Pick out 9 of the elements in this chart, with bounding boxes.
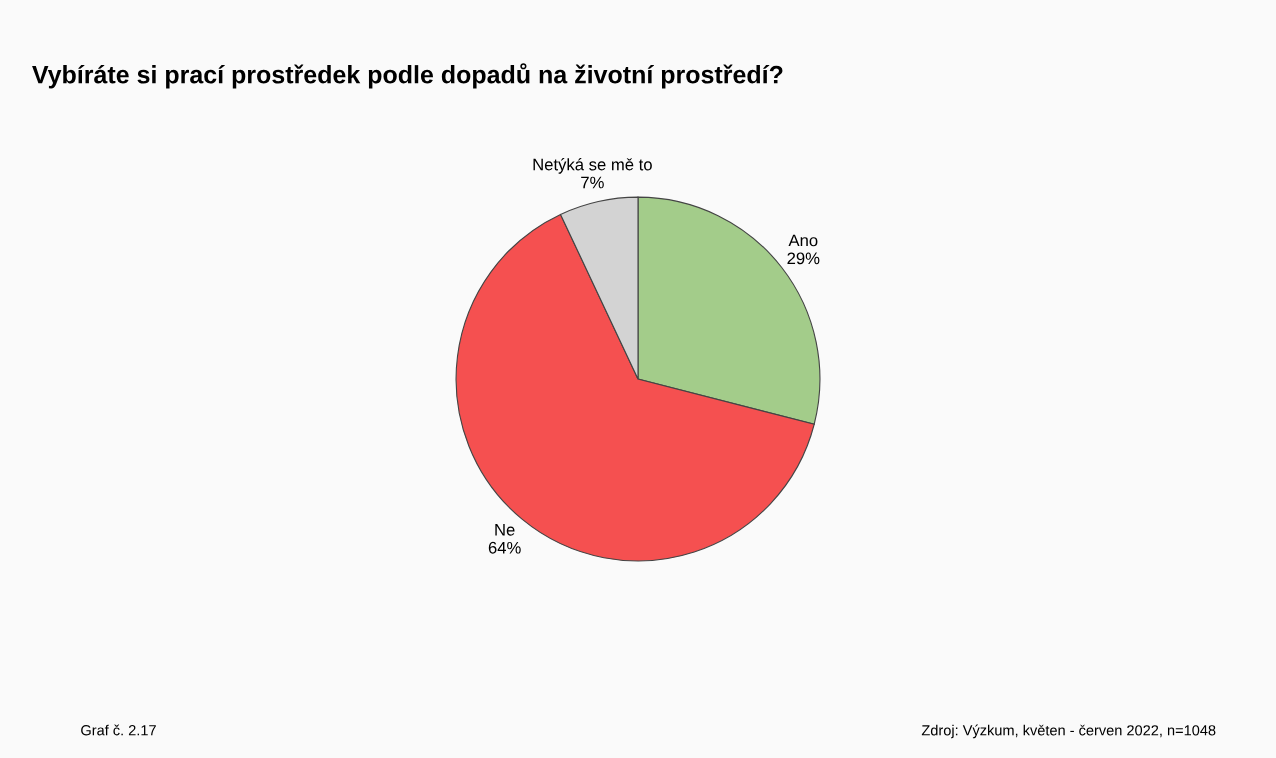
data-label: 7%	[581, 176, 604, 189]
text: Graf č. 2.17	[81, 724, 156, 736]
slice-label: Ano	[788, 234, 818, 247]
chart-title: Vybíráte si prací prostředek podle dopadů na životní prostředí?	[32, 63, 783, 89]
text: Zdroj: Výzkum, květen - červen 2022, n=1048	[921, 724, 1216, 739]
data-label: 64%	[488, 541, 521, 554]
slice-label: Netýká se mě to	[533, 157, 652, 174]
data-label: 29%	[787, 252, 820, 265]
slice-label: Ne	[495, 524, 515, 536]
